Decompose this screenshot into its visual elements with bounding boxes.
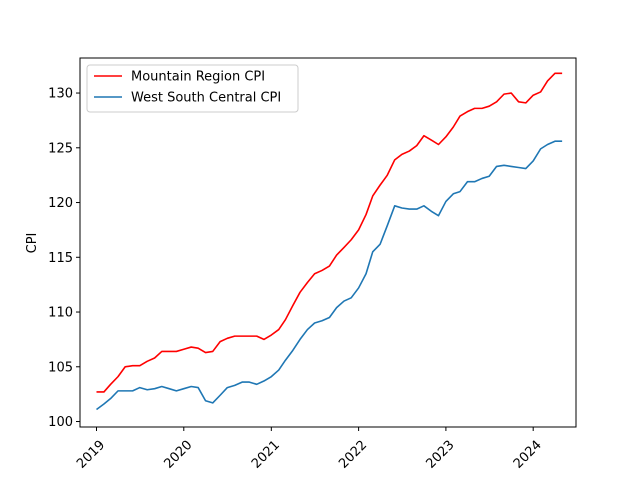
series-layer	[96, 72, 563, 411]
y-tick-label: 100	[48, 415, 73, 430]
y-tick-label: 125	[48, 141, 73, 156]
y-tick-label: 105	[48, 360, 73, 375]
legend-label-mountain: Mountain Region CPI	[131, 70, 265, 85]
y-tick-label: 130	[48, 87, 73, 102]
y-axis-label: CPI	[25, 233, 40, 254]
plot-frame	[79, 57, 577, 428]
series-line-mountain-region-cpi	[96, 72, 563, 393]
legend: Mountain Region CPI West South Central C…	[86, 64, 299, 113]
y-tick-label: 110	[48, 306, 73, 321]
legend-box	[86, 64, 299, 113]
legend-label-west-south-central: West South Central CPI	[131, 91, 281, 106]
y-tick-label: 120	[48, 196, 73, 211]
y-tick-label: 115	[48, 251, 73, 266]
series-line-west-south-central-cpi	[96, 140, 563, 411]
y-axis: 100 105 110 115 120 125 130	[48, 87, 80, 430]
